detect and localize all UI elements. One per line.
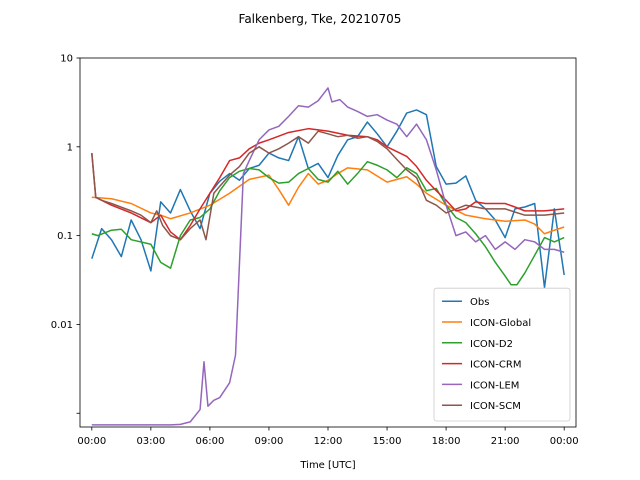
legend-entry: ICON-CRM <box>470 360 521 371</box>
x-tick-label: 15:00 <box>373 436 402 447</box>
legend-box <box>433 287 571 422</box>
legend: Obs ICON-Global ICON-D2 ICON-CRM ICON-LEM ICO… <box>433 287 571 422</box>
legend-entry: Obs <box>470 297 489 308</box>
y-tick-label: 10 <box>60 54 73 65</box>
series-line-icon-d2 <box>91 160 565 286</box>
series-layer <box>91 87 565 426</box>
y-tick-label: 0.1 <box>57 231 73 242</box>
x-tick-label: 03:00 <box>136 436 165 447</box>
series-line-icon-lem <box>91 87 565 426</box>
legend-entry: ICON-LEM <box>470 380 519 391</box>
x-tick-label: 09:00 <box>255 436 284 447</box>
y-tick-label: 1 <box>67 142 73 153</box>
legend-entry: ICON-Global <box>470 318 531 329</box>
x-axis-label: Time [UTC] <box>299 460 355 471</box>
x-tick-label: 00:00 <box>550 436 579 447</box>
x-tick-label: 06:00 <box>195 436 224 447</box>
x-tick-label: 21:00 <box>491 436 520 447</box>
x-tick-label: 00:00 <box>77 436 106 447</box>
series-line-icon-crm <box>91 127 565 241</box>
legend-entry: ICON-SCM <box>470 401 521 412</box>
legend-entry: ICON-D2 <box>470 339 513 350</box>
y-tick-label: 0.01 <box>51 320 73 331</box>
x-axis: 00:00 03:00 06:00 09:00 12:00 15:00 18:00 21:00… <box>77 427 579 447</box>
x-tick-label: 12:00 <box>314 436 343 447</box>
series-line-icon-scm <box>91 130 565 241</box>
series-line-icon-global <box>91 167 565 235</box>
x-tick-label: 18:00 <box>432 436 461 447</box>
chart-title: Falkenberg, Tke, 20210705 <box>239 12 402 26</box>
y-axis: 10 1 0.1 0.01 <box>51 54 80 414</box>
